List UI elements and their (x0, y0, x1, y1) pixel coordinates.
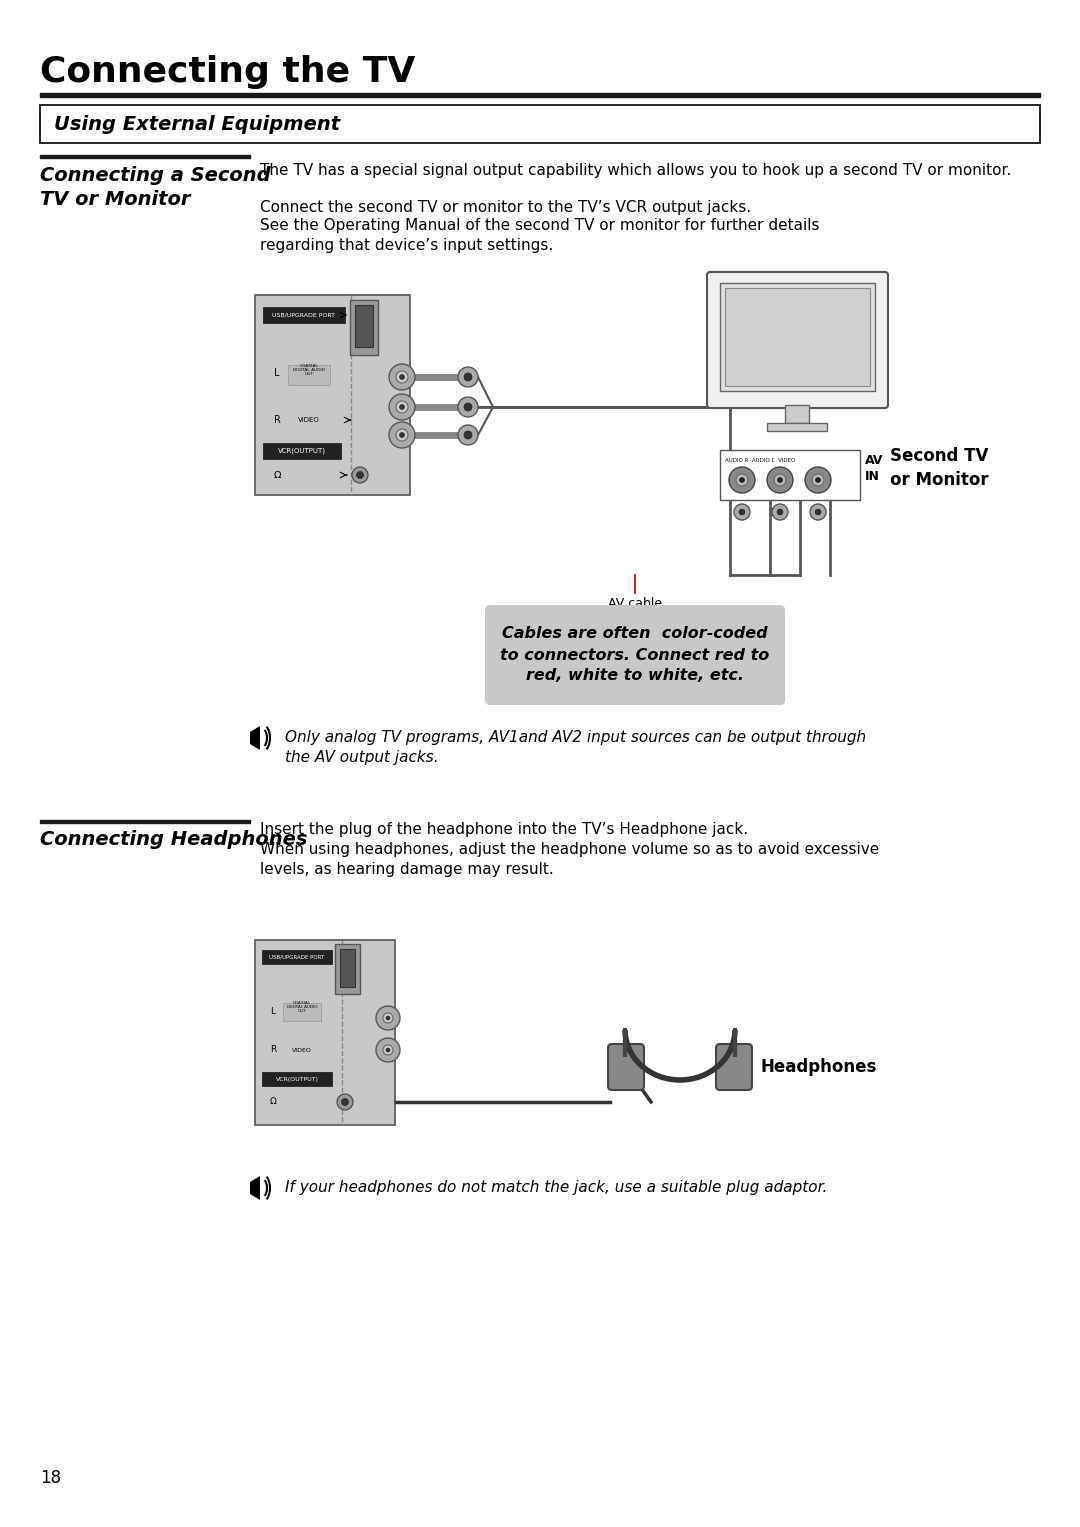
Circle shape (464, 431, 472, 438)
Text: L: L (274, 368, 280, 379)
Circle shape (400, 432, 405, 438)
Bar (255, 941, 395, 1125)
Bar (40, 93, 1040, 98)
Text: USB/UPGRADE PORT: USB/UPGRADE PORT (272, 313, 336, 318)
Circle shape (464, 373, 472, 382)
Text: VIDEO: VIDEO (298, 417, 320, 423)
Bar (355, 305, 373, 347)
Bar (40, 105, 1040, 144)
Circle shape (734, 504, 750, 521)
Text: Ω: Ω (270, 1098, 276, 1107)
Circle shape (735, 473, 748, 486)
Circle shape (810, 504, 826, 521)
Circle shape (739, 508, 745, 515)
Text: L: L (270, 1008, 275, 1017)
Circle shape (400, 405, 405, 409)
Circle shape (386, 1048, 390, 1052)
Circle shape (376, 1038, 400, 1061)
Bar (720, 450, 860, 499)
Circle shape (396, 429, 408, 441)
Text: COAXIAL
DIGITAL AUDIO
OUT: COAXIAL DIGITAL AUDIO OUT (293, 363, 325, 376)
Text: Connect the second TV or monitor to the TV’s VCR output jacks.: Connect the second TV or monitor to the … (260, 200, 751, 215)
Circle shape (458, 425, 478, 444)
Bar (288, 365, 330, 385)
Circle shape (464, 403, 472, 411)
Bar (785, 405, 809, 423)
Text: AV
IN: AV IN (865, 454, 883, 483)
Text: See the Operating Manual of the second TV or monitor for further details
regardi: See the Operating Manual of the second T… (260, 218, 820, 253)
Text: Insert the plug of the headphone into the TV’s Headphone jack.
When using headph: Insert the plug of the headphone into th… (260, 822, 879, 876)
Circle shape (458, 397, 478, 417)
Circle shape (772, 504, 788, 521)
Bar (725, 289, 870, 386)
Text: R: R (273, 415, 281, 425)
Circle shape (774, 473, 786, 486)
Polygon shape (249, 725, 260, 750)
Circle shape (356, 472, 364, 478)
Text: Using External Equipment: Using External Equipment (54, 115, 340, 133)
Text: Connecting the TV: Connecting the TV (40, 55, 416, 89)
Circle shape (812, 473, 824, 486)
Text: If your headphones do not match the jack, use a suitable plug adaptor.: If your headphones do not match the jack… (285, 1180, 827, 1196)
Bar (262, 950, 332, 964)
Text: Only analog TV programs, AV1and AV2 input sources can be output through
the AV o: Only analog TV programs, AV1and AV2 inpu… (285, 730, 866, 765)
Circle shape (729, 467, 755, 493)
Text: Cables are often  color-coded
to connectors. Connect red to
red, white to white,: Cables are often color-coded to connecto… (500, 626, 770, 684)
Bar (40, 820, 249, 823)
Text: Headphones: Headphones (760, 1058, 876, 1077)
Text: COAXIAL
DIGITAL AUDIO
OUT: COAXIAL DIGITAL AUDIO OUT (287, 1000, 318, 1014)
Bar (335, 944, 360, 994)
Text: 18: 18 (40, 1469, 62, 1487)
FancyBboxPatch shape (716, 1044, 752, 1090)
Text: Ω: Ω (273, 470, 281, 479)
Circle shape (383, 1012, 393, 1023)
Circle shape (740, 478, 744, 483)
Bar (350, 299, 378, 354)
Bar (264, 307, 345, 324)
Circle shape (458, 366, 478, 386)
Circle shape (341, 1098, 349, 1106)
FancyBboxPatch shape (707, 272, 888, 408)
Text: USB/UPGRADE PORT: USB/UPGRADE PORT (269, 954, 325, 959)
Text: VCR(OUTPUT): VCR(OUTPUT) (278, 447, 326, 454)
Text: Connecting a Second
TV or Monitor: Connecting a Second TV or Monitor (40, 166, 271, 209)
Circle shape (777, 508, 783, 515)
Circle shape (396, 371, 408, 383)
Polygon shape (249, 1176, 260, 1200)
Text: AV cable: AV cable (608, 597, 662, 609)
Circle shape (815, 508, 821, 515)
FancyBboxPatch shape (485, 605, 785, 705)
Circle shape (352, 467, 368, 483)
Circle shape (767, 467, 793, 493)
Circle shape (389, 421, 415, 447)
Circle shape (778, 478, 783, 483)
Circle shape (337, 1093, 353, 1110)
Bar (40, 156, 249, 157)
Bar (255, 295, 410, 495)
Text: Second TV
or Monitor: Second TV or Monitor (890, 447, 988, 489)
Text: R: R (270, 1046, 276, 1055)
Circle shape (400, 374, 405, 380)
Circle shape (396, 402, 408, 412)
Bar (262, 1072, 332, 1086)
Bar (340, 948, 355, 986)
Circle shape (805, 467, 831, 493)
Text: VIDEO: VIDEO (292, 1048, 312, 1052)
Text: VCR(OUTPUT): VCR(OUTPUT) (275, 1077, 319, 1081)
Circle shape (386, 1015, 390, 1020)
Circle shape (815, 478, 821, 483)
FancyBboxPatch shape (608, 1044, 644, 1090)
Circle shape (383, 1044, 393, 1055)
Circle shape (389, 394, 415, 420)
Bar (720, 282, 875, 391)
Bar (264, 443, 341, 460)
Text: Connecting Headphones: Connecting Headphones (40, 831, 308, 849)
Circle shape (389, 363, 415, 389)
Text: AUDIO R  AUDIO L  VIDEO: AUDIO R AUDIO L VIDEO (725, 458, 795, 463)
Bar (283, 1003, 321, 1022)
Text: The TV has a special signal output capability which allows you to hook up a seco: The TV has a special signal output capab… (260, 163, 1011, 179)
Circle shape (376, 1006, 400, 1031)
Bar (767, 423, 827, 431)
